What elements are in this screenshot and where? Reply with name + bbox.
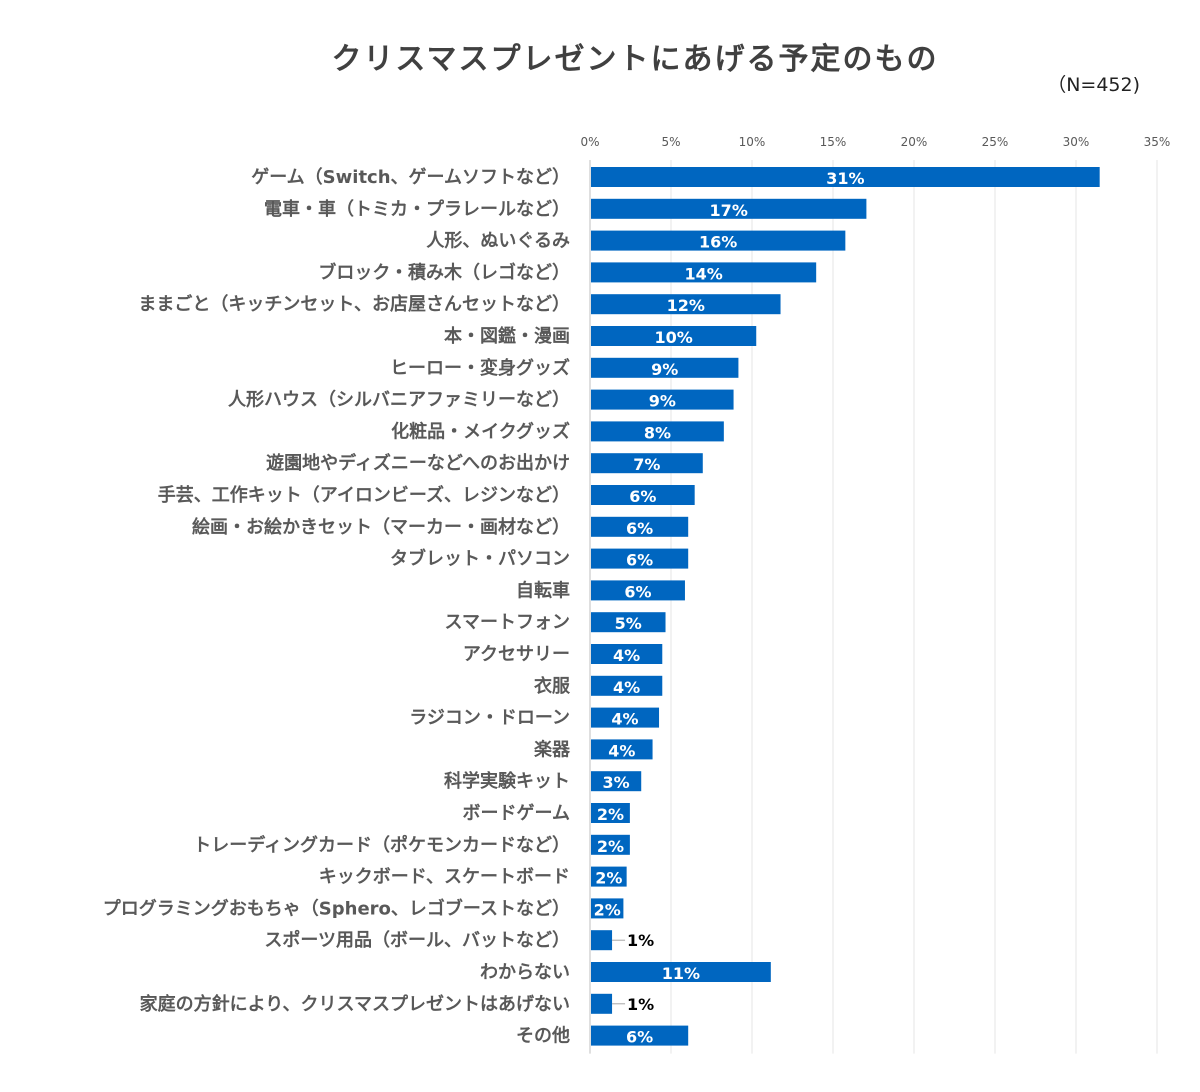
data-label: 2% — [597, 805, 624, 824]
bar — [591, 485, 695, 505]
bar — [591, 675, 663, 696]
bar — [591, 644, 663, 664]
x-tick-label: 35% — [1144, 135, 1171, 149]
data-label: 9% — [651, 360, 678, 379]
data-label: 6% — [626, 519, 653, 538]
bar — [591, 389, 734, 410]
bar — [591, 548, 689, 569]
category-label: 化粧品・メイクグッズ — [391, 420, 570, 442]
category-label: 家庭の方針により、クリスマスプレゼントはあげない — [140, 993, 570, 1015]
data-label: 6% — [626, 551, 653, 570]
category-label: 本・図鑑・漫画 — [444, 325, 570, 347]
bar — [591, 1025, 689, 1046]
category-label: スポーツ用品（ボール、バットなど） — [264, 929, 570, 951]
bar — [591, 580, 685, 601]
bar — [591, 834, 630, 855]
category-label: ブロック・積み木（レゴなど） — [318, 261, 570, 283]
bar — [591, 962, 771, 982]
x-tick-label: 10% — [739, 135, 766, 149]
x-tick-label: 0% — [580, 135, 599, 149]
data-label: 5% — [615, 614, 642, 633]
data-label: 6% — [626, 1028, 653, 1047]
bar — [591, 739, 653, 760]
bar — [591, 262, 817, 283]
data-label: 2% — [597, 837, 624, 856]
data-label: 6% — [629, 487, 656, 506]
data-label: 10% — [654, 328, 692, 347]
category-label: トレーディングカード（ポケモンカードなど） — [193, 834, 570, 856]
category-label: 人形ハウス（シルバニアファミリーなど） — [228, 390, 570, 411]
category-label: 楽器 — [534, 738, 571, 760]
data-label: 3% — [603, 773, 630, 792]
bar — [591, 803, 630, 823]
bar — [591, 612, 666, 633]
category-label: ラジコン・ドローン — [409, 708, 570, 729]
category-label: 電車・車（トミカ・プラレールなど） — [264, 198, 570, 220]
bar — [591, 453, 703, 474]
x-tick-label: 20% — [901, 135, 928, 149]
bar — [591, 421, 724, 442]
category-label: その他 — [516, 1025, 570, 1047]
category-label: 人形、ぬいぐるみ — [426, 231, 570, 252]
data-label: 2% — [595, 869, 622, 888]
data-label: 2% — [594, 900, 621, 919]
data-label: 6% — [624, 582, 651, 601]
bar — [591, 516, 689, 537]
x-tick-label: 25% — [982, 135, 1009, 149]
bar — [591, 707, 660, 728]
bar — [591, 866, 627, 887]
category-label: わからない — [480, 962, 570, 983]
bar — [591, 198, 867, 219]
category-label: プログラミングおもちゃ（Sphero、レゴブーストなど） — [103, 897, 570, 919]
category-label: 手芸、工作キット（アイロンビーズ、レジンなど） — [158, 484, 570, 506]
data-label: 31% — [826, 169, 864, 188]
category-label: 遊園地やディズニーなどへのお出かけ — [266, 452, 570, 474]
bar — [591, 294, 781, 315]
data-label: 4% — [608, 741, 635, 760]
category-label: 自転車 — [516, 579, 570, 601]
x-tick-label: 15% — [820, 135, 847, 149]
bar — [591, 993, 613, 1014]
data-label: 1% — [627, 931, 654, 950]
data-label: 9% — [649, 392, 676, 411]
bar — [591, 898, 624, 919]
x-tick-label: 30% — [1063, 135, 1090, 149]
category-label: ヒーロー・変身グッズ — [390, 357, 570, 379]
data-label: 4% — [613, 678, 640, 697]
bar — [591, 930, 613, 951]
category-label: スマートフォン — [445, 612, 570, 633]
chart-title: クリスマスプレゼントにあげる予定のもの — [331, 42, 939, 77]
data-label: 8% — [644, 423, 671, 442]
category-label: ボードゲーム — [463, 802, 570, 824]
category-label: キックボード、スケートボード — [319, 867, 570, 888]
bar — [591, 230, 846, 251]
category-label: 衣服 — [534, 675, 571, 697]
data-label: 1% — [627, 995, 654, 1014]
data-label: 4% — [611, 710, 638, 729]
data-label: 11% — [662, 964, 700, 983]
category-label: アクセサリー — [463, 644, 570, 665]
bar — [591, 357, 739, 378]
data-label: 12% — [667, 296, 705, 315]
bar — [591, 326, 757, 346]
bar — [591, 167, 1100, 187]
data-label: 14% — [684, 264, 722, 283]
category-label: タブレット・パソコン — [390, 548, 570, 570]
data-label: 16% — [699, 233, 737, 252]
sample-size-label: （N=452) — [1047, 74, 1140, 96]
category-label: ゲーム（Switch、ゲームソフトなど） — [251, 166, 570, 188]
category-label: ままごと（キッチンセット、お店屋さんセットなど） — [138, 293, 570, 315]
category-label: 科学実験キット — [444, 770, 570, 792]
data-label: 4% — [613, 646, 640, 665]
category-label: 絵画・お絵かきセット（マーカー・画材など） — [192, 516, 570, 538]
data-label: 7% — [633, 455, 660, 474]
x-tick-label: 5% — [661, 135, 680, 149]
data-label: 17% — [710, 201, 748, 220]
bar — [591, 771, 642, 792]
